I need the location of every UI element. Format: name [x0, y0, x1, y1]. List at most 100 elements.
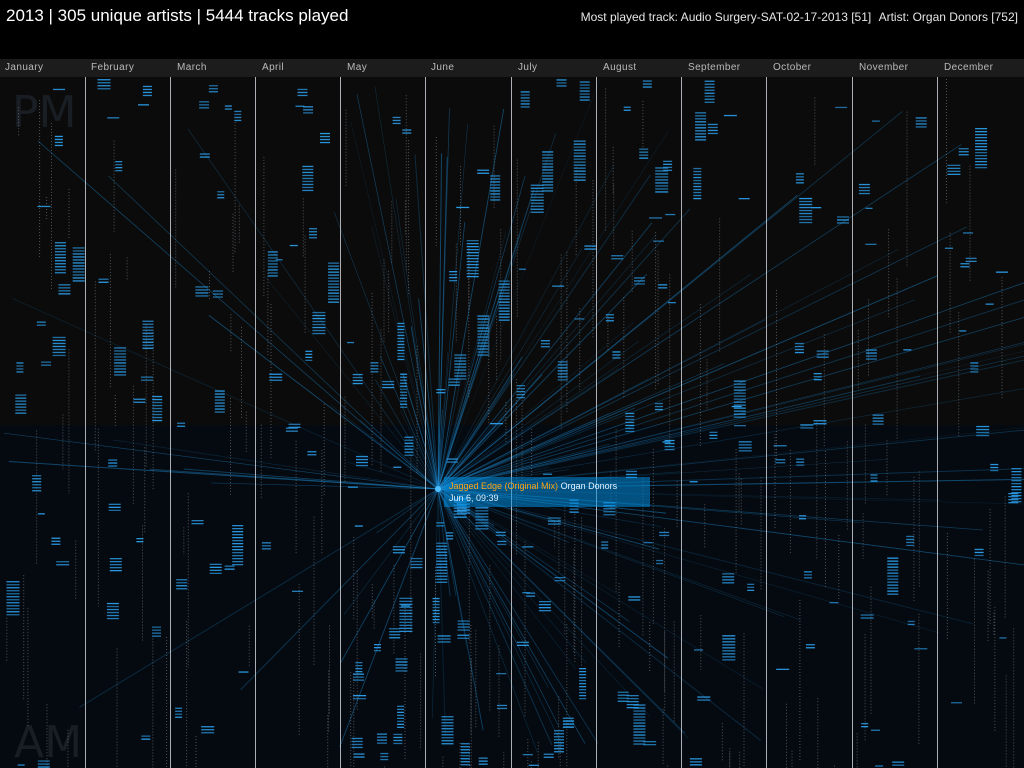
- play-mark: [401, 605, 410, 607]
- month-label-december[interactable]: December: [944, 62, 994, 73]
- month-label-january[interactable]: January: [5, 62, 44, 73]
- play-mark: [530, 184, 544, 186]
- play-mark: [356, 458, 368, 461]
- play-mark: [975, 137, 988, 139]
- play-mark: [945, 247, 953, 249]
- play-mark: [498, 280, 510, 282]
- listening-plot[interactable]: PM AM Jagged Edge (Original Mix) Organ D…: [0, 77, 1024, 768]
- link-line: [437, 226, 968, 490]
- month-label-october[interactable]: October: [773, 62, 812, 73]
- play-mark: [915, 117, 927, 119]
- play-mark: [152, 401, 163, 404]
- play-mark: [232, 543, 244, 545]
- play-mark: [436, 548, 448, 550]
- play-mark: [887, 575, 899, 577]
- play-mark: [693, 194, 702, 197]
- play-mark: [542, 157, 554, 159]
- play-mark: [633, 743, 646, 745]
- play-mark: [530, 193, 544, 195]
- month-label-march[interactable]: March: [177, 62, 207, 73]
- play-mark: [269, 373, 283, 375]
- play-mark: [351, 743, 363, 746]
- play-mark: [907, 623, 915, 626]
- play-mark: [642, 86, 652, 88]
- play-mark: [141, 738, 151, 740]
- play-mark: [140, 379, 153, 381]
- play-mark: [303, 106, 314, 108]
- play-mark: [693, 182, 702, 185]
- play-mark: [6, 581, 20, 583]
- play-mark: [663, 169, 673, 171]
- link-line: [407, 455, 439, 490]
- play-mark: [16, 362, 24, 364]
- play-mark: [175, 716, 183, 718]
- play-mark: [722, 641, 736, 643]
- play-mark: [663, 166, 673, 168]
- play-mark: [393, 466, 402, 468]
- play-mark: [538, 607, 551, 609]
- play-mark: [626, 704, 639, 706]
- play-mark: [397, 328, 405, 331]
- play-mark: [625, 415, 635, 418]
- play-mark: [693, 170, 702, 173]
- play-mark: [860, 617, 874, 619]
- month-label-may[interactable]: May: [347, 62, 368, 73]
- play-mark: [377, 736, 387, 738]
- play-mark: [573, 158, 586, 160]
- play-mark: [309, 234, 317, 236]
- play-mark: [380, 758, 389, 761]
- play-mark: [410, 563, 423, 566]
- month-label-november[interactable]: November: [859, 62, 909, 73]
- play-mark: [530, 205, 544, 207]
- play-mark: [436, 525, 445, 527]
- play-mark: [643, 542, 653, 544]
- play-mark: [191, 523, 204, 525]
- play-mark: [328, 280, 340, 282]
- play-mark: [517, 397, 525, 399]
- play-mark: [54, 245, 66, 247]
- play-mark: [477, 336, 490, 338]
- link-line: [437, 488, 457, 596]
- play-mark: [141, 735, 151, 737]
- plot-canvas[interactable]: [0, 77, 1024, 768]
- play-mark: [579, 698, 587, 700]
- play-mark: [552, 285, 565, 287]
- play-mark: [302, 177, 314, 180]
- play-mark: [870, 474, 878, 476]
- play-mark: [380, 752, 389, 755]
- play-mark: [887, 560, 899, 562]
- play-mark: [303, 109, 314, 111]
- play-mark: [1011, 495, 1022, 497]
- play-mark: [402, 132, 412, 134]
- play-mark: [224, 105, 232, 107]
- play-mark: [195, 289, 209, 291]
- month-label-august[interactable]: August: [603, 62, 637, 73]
- play-mark: [733, 407, 746, 409]
- month-label-april[interactable]: April: [262, 62, 285, 73]
- play-mark: [302, 168, 314, 171]
- play-mark: [557, 376, 568, 378]
- play-mark: [689, 758, 702, 760]
- play-mark: [436, 392, 446, 394]
- play-mark: [436, 522, 445, 524]
- play-mark: [142, 320, 154, 322]
- play-mark: [436, 389, 446, 391]
- play-mark: [799, 515, 806, 517]
- play-mark: [6, 614, 20, 616]
- play-mark: [382, 380, 395, 383]
- play-mark: [108, 503, 121, 505]
- month-label-july[interactable]: July: [518, 62, 538, 73]
- month-label-june[interactable]: June: [431, 62, 455, 73]
- play-mark: [432, 615, 440, 618]
- play-mark: [201, 729, 215, 731]
- play-mark: [208, 91, 218, 93]
- play-mark: [142, 323, 154, 325]
- month-label-february[interactable]: February: [91, 62, 135, 73]
- play-mark: [498, 289, 510, 291]
- play-mark: [543, 756, 554, 758]
- play-mark: [404, 451, 414, 453]
- month-label-september[interactable]: September: [688, 62, 741, 73]
- play-mark: [478, 763, 488, 765]
- play-mark: [554, 751, 564, 753]
- play-mark: [497, 704, 507, 707]
